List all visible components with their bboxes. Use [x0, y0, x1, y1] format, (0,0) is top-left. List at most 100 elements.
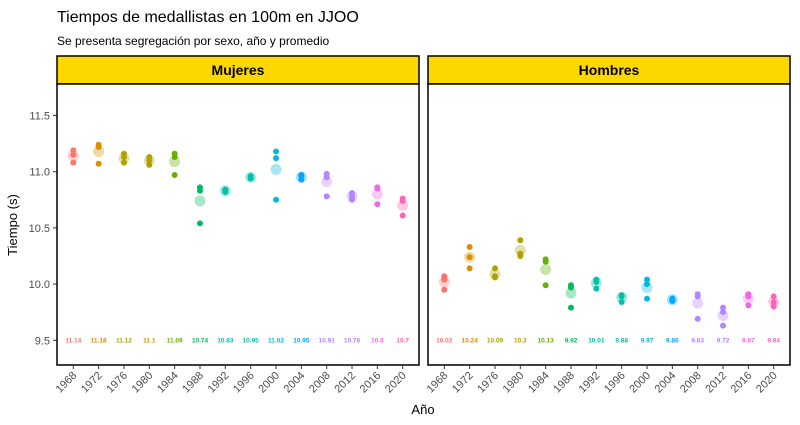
- average-label: 10.7: [396, 337, 409, 344]
- medalist-point: [644, 295, 651, 302]
- average-label: 10.91: [319, 337, 336, 344]
- medalist-point: [770, 293, 777, 300]
- average-label: 9.97: [641, 337, 654, 344]
- average-label: 9.88: [615, 337, 628, 344]
- medalist-point: [120, 154, 127, 161]
- medalist-point: [669, 297, 676, 304]
- x-tick-label: 2016: [358, 370, 384, 396]
- medalist-point: [146, 157, 153, 164]
- medalist-point: [171, 154, 178, 161]
- average-label: 10.95: [243, 337, 260, 344]
- medalist-point: [120, 159, 127, 166]
- medalist-point: [720, 309, 727, 316]
- facet-strip: [427, 55, 791, 85]
- x-tick-label: 1988: [180, 370, 206, 396]
- medalist-point: [273, 155, 280, 162]
- x-tick-label: 1980: [130, 370, 156, 396]
- average-label: 9.84: [767, 337, 780, 344]
- average-label: 9.86: [666, 337, 679, 344]
- x-tick-label: 2012: [703, 370, 729, 396]
- y-tick-label: 9.5: [35, 335, 50, 347]
- medalist-point: [542, 282, 549, 289]
- x-tick-label: 2012: [332, 370, 358, 396]
- average-label: 11.1: [143, 337, 156, 344]
- average-point: [565, 287, 577, 299]
- x-tick-label: 1996: [231, 370, 257, 396]
- x-tick-label: 2020: [754, 370, 780, 396]
- medalist-point: [466, 265, 473, 272]
- panel-frame: [427, 83, 791, 366]
- average-point: [194, 195, 206, 207]
- y-tick-label: 11.5: [29, 110, 50, 122]
- x-tick-label: 1980: [501, 370, 527, 396]
- medalist-point: [95, 160, 102, 167]
- average-label: 11.18: [91, 337, 107, 344]
- medalist-point: [770, 303, 777, 310]
- medalist-point: [273, 148, 280, 155]
- panel-frame: [56, 83, 420, 366]
- medalist-point: [374, 185, 381, 192]
- medalist-point: [222, 188, 229, 195]
- medalist-point: [273, 196, 280, 203]
- medalist-point: [70, 159, 77, 166]
- medalist-point: [298, 176, 305, 183]
- x-tick-label: 2008: [678, 370, 704, 396]
- average-label: 11.09: [167, 337, 183, 344]
- x-tick-label: 1984: [526, 370, 552, 396]
- average-label: 10.78: [344, 337, 361, 344]
- y-axis: 9.5 10.0 10.5 11.0 11.5: [29, 110, 57, 347]
- panel-hombres: Hombres 10.02 1968 10.24 1972 10.09 1976 10.3 19…: [425, 55, 791, 396]
- average-label: 10.74: [192, 337, 209, 344]
- medalist-point: [323, 193, 330, 200]
- medalist-point: [694, 293, 701, 300]
- medalist-point: [95, 143, 102, 150]
- x-tick-label: 1984: [155, 370, 181, 396]
- x-tick-label: 1968: [54, 370, 80, 396]
- x-tick-label: 1972: [450, 370, 476, 396]
- chart-subtitle: Se presenta segregación por sexo, año y …: [57, 34, 329, 48]
- average-label: 10.09: [487, 337, 504, 344]
- medalist-point: [491, 274, 498, 281]
- x-tick-label: 1996: [602, 370, 628, 396]
- average-label: 10.8: [371, 337, 384, 344]
- y-tick-label: 10.0: [29, 279, 50, 291]
- x-tick-label: 1992: [206, 370, 232, 396]
- medalist-point: [491, 265, 498, 272]
- medalist-point: [70, 151, 77, 158]
- average-point: [540, 263, 552, 275]
- medalist-point: [720, 304, 727, 311]
- facet-panels: Mujeres 11.14 1968 11.18 1972 11.12 1976 11.1 19…: [54, 55, 791, 396]
- medalist-point: [618, 299, 625, 306]
- medalist-point: [399, 212, 406, 219]
- medalist-point: [720, 322, 727, 329]
- medalist-point: [70, 147, 77, 154]
- average-label: 9.83: [691, 337, 704, 344]
- medalist-point: [441, 276, 448, 283]
- medalist-point: [644, 276, 651, 283]
- average-label: 10.3: [514, 337, 527, 344]
- medalist-point: [745, 302, 752, 309]
- chart-title: Tiempos de medallistas en 100m en JJOO: [57, 9, 359, 26]
- medalist-point: [466, 254, 473, 261]
- medalist-point: [770, 299, 777, 306]
- average-point: [692, 297, 704, 309]
- average-label: 10.01: [588, 337, 605, 344]
- medalist-point: [745, 293, 752, 300]
- x-tick-label: 1976: [104, 370, 130, 396]
- medalist-point: [247, 175, 254, 182]
- medalist-point: [542, 258, 549, 265]
- average-label: 10.83: [217, 337, 234, 344]
- medalist-point: [593, 285, 600, 292]
- average-point: [397, 199, 409, 211]
- medalist-point: [171, 172, 178, 179]
- x-tick-label: 1988: [551, 370, 577, 396]
- medalist-point: [466, 243, 473, 250]
- average-point: [270, 163, 282, 175]
- x-tick-label: 2000: [627, 370, 653, 396]
- average-label: 11.12: [116, 337, 132, 344]
- x-tick-label: 1972: [79, 370, 105, 396]
- medalist-point: [349, 196, 356, 203]
- x-tick-label: 2020: [383, 370, 409, 396]
- x-tick-label: 2016: [729, 370, 755, 396]
